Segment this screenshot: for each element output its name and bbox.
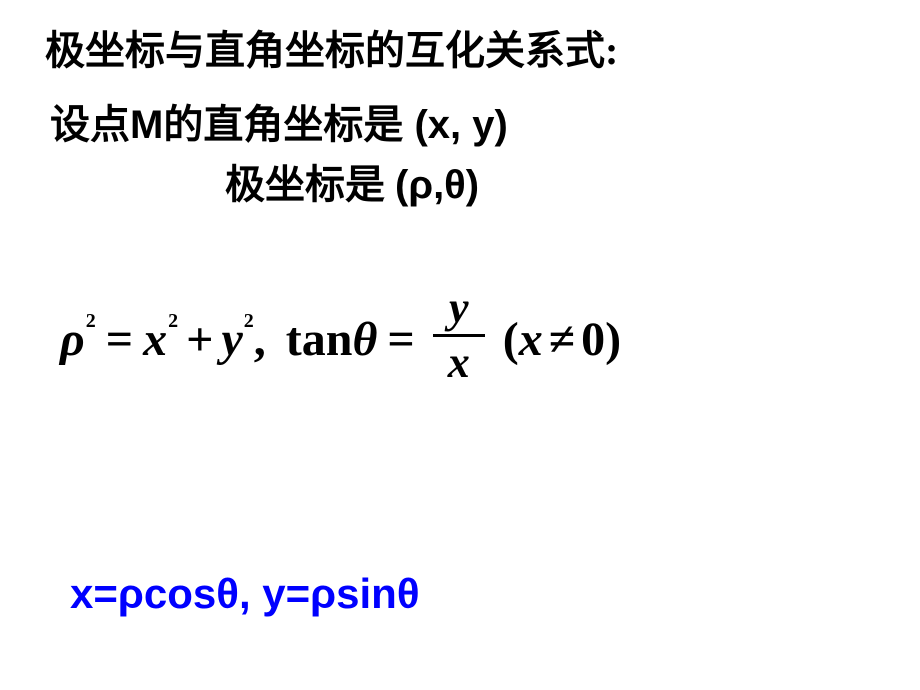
x-var-2: x (519, 312, 543, 367)
close-paren: ) (605, 312, 621, 367)
rho-symbol: ρ (60, 312, 85, 367)
theta-symbol: θ (352, 312, 377, 367)
main-formula: ρ2 = x2 + y2 , tanθ = y x (x≠0) (60, 290, 621, 389)
y-var-1: y (221, 312, 242, 367)
tan-func: tan (286, 312, 353, 367)
line3-prefix: 极坐标是 (225, 162, 395, 207)
polar-coords: (ρ,θ) (395, 163, 479, 207)
x-exponent: 2 (168, 310, 178, 333)
equals-2: = (387, 312, 414, 367)
page-title: 极坐标与直角坐标的互化关系式: (45, 18, 618, 76)
comma-1: , (254, 312, 266, 367)
fraction-numerator: y (449, 286, 469, 334)
cartesian-coords: (x, y) (414, 103, 507, 147)
not-equal: ≠ (549, 312, 575, 367)
bottom-formula: x=ρcosθ, y=ρsinθ (70, 570, 420, 618)
equals-1: = (106, 312, 133, 367)
plus-sign: + (186, 312, 213, 367)
rho-exponent: 2 (86, 310, 96, 333)
y-exponent: 2 (244, 310, 254, 333)
fraction: y x (433, 286, 485, 385)
zero: 0 (581, 312, 605, 367)
x-var-1: x (143, 312, 167, 367)
line2-prefix: 设点 (50, 103, 130, 147)
fraction-denominator: x (448, 337, 470, 385)
line3-text: 极坐标是 (ρ,θ) (225, 152, 479, 210)
line2-mid: 的直角坐标是 (163, 103, 414, 147)
line2-text: 设点M的直角坐标是 (x, y) (50, 92, 508, 150)
point-m: M (130, 103, 163, 147)
open-paren: ( (503, 312, 519, 367)
